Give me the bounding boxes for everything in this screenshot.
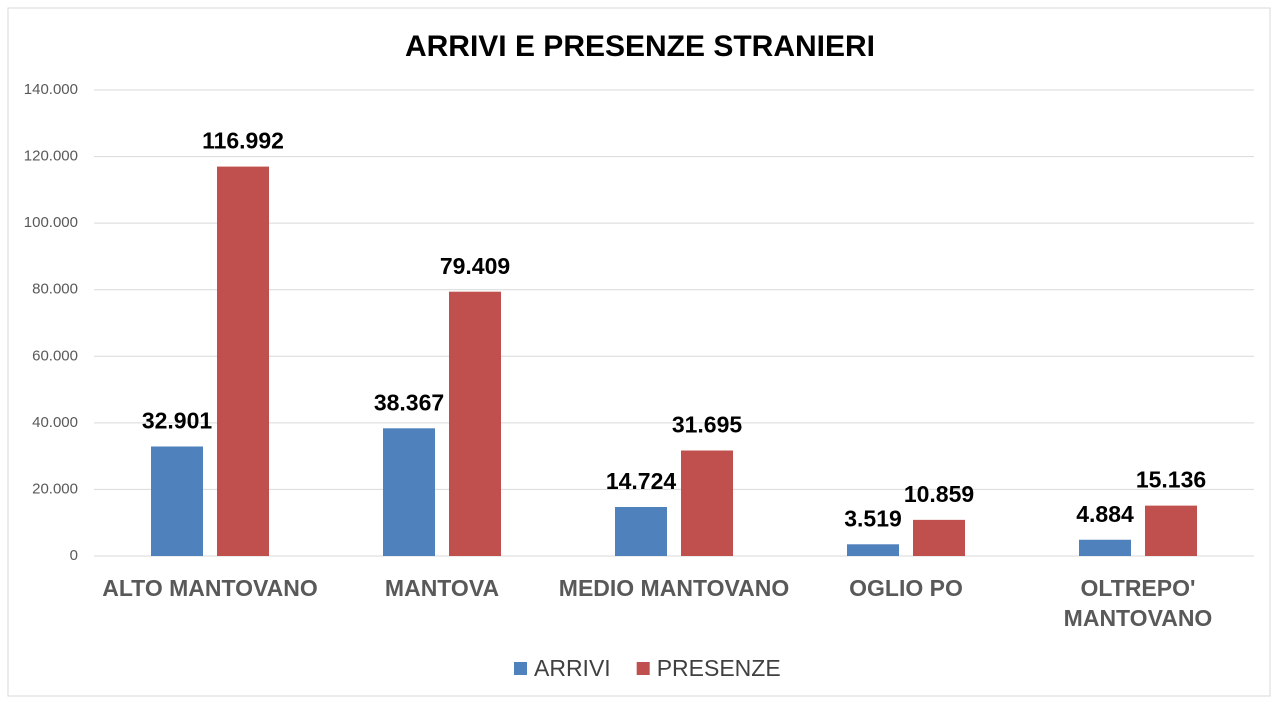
y-tick-label: 0 <box>70 547 78 564</box>
y-tick-label: 40.000 <box>32 414 78 431</box>
legend-swatch <box>636 662 650 675</box>
legend-label: ARRIVI <box>534 655 611 681</box>
legend-swatch <box>514 662 527 675</box>
bar <box>217 166 269 556</box>
value-label: 14.724 <box>606 468 677 494</box>
x-tick-label: OGLIO PO <box>849 575 963 601</box>
bar <box>681 450 733 556</box>
x-tick-label: MANTOVA <box>385 575 499 601</box>
x-tick-label: ALTO MANTOVANO <box>102 575 318 601</box>
value-label: 116.992 <box>202 128 284 154</box>
x-tick-label: OLTREPO' MANTOVANO <box>1064 575 1213 631</box>
y-tick-label: 140.000 <box>24 81 78 98</box>
value-label: 3.519 <box>844 505 902 531</box>
y-tick-label: 20.000 <box>32 480 78 497</box>
value-label: 32.901 <box>142 408 213 434</box>
value-label: 4.884 <box>1076 501 1134 527</box>
chart-title: ARRIVI E PRESENZE STRANIERI <box>405 30 875 63</box>
bar <box>383 428 435 556</box>
bar <box>913 519 965 556</box>
value-label: 10.859 <box>904 481 974 507</box>
bar <box>615 506 667 556</box>
value-label: 38.367 <box>374 389 444 415</box>
y-tick-label: 120.000 <box>24 148 78 165</box>
y-tick-label: 60.000 <box>32 347 78 364</box>
bar <box>847 544 899 556</box>
x-tick-label: MEDIO MANTOVANO <box>559 575 789 601</box>
bar <box>449 291 501 556</box>
bar <box>1145 505 1197 556</box>
bar <box>1079 539 1131 556</box>
y-tick-label: 100.000 <box>24 214 78 231</box>
value-label: 31.695 <box>672 412 743 438</box>
legend-label: PRESENZE <box>657 655 781 681</box>
y-tick-label: 80.000 <box>32 281 78 298</box>
value-label: 15.136 <box>1136 467 1206 493</box>
bar <box>151 446 203 556</box>
value-label: 79.409 <box>440 253 510 279</box>
